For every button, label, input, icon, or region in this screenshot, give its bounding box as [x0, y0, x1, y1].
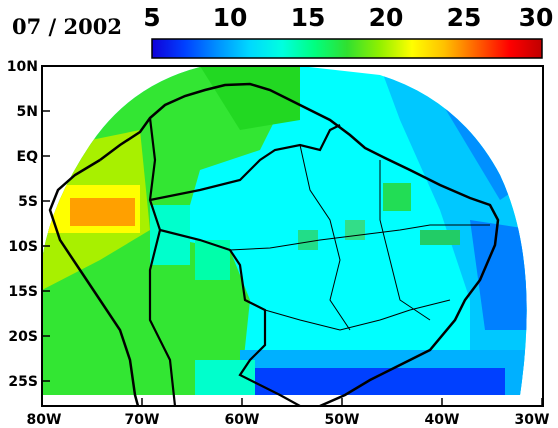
x-axis-label: 70W: [125, 412, 160, 428]
internal-border: [379, 160, 431, 321]
date-label: 07 / 2002: [12, 14, 122, 39]
field-region-blue-2: [470, 220, 527, 330]
field-cell: [298, 230, 318, 250]
field-cell: [420, 230, 460, 245]
field-region-green-2: [200, 66, 300, 130]
colorbar-tick-label: 5: [143, 3, 160, 32]
colorbar-tick-label: 25: [447, 3, 482, 32]
colorbar-tick-label: 30: [519, 3, 554, 32]
axis-ticks: [41, 65, 543, 406]
south-america-coastline: [99, 82, 500, 408]
x-axis-label: 80W: [27, 412, 62, 428]
colorbar-tick-label: 10: [213, 3, 248, 32]
x-axis-label: 40W: [425, 412, 460, 428]
x-axis-label: 60W: [225, 412, 260, 428]
map-frame: [41, 65, 544, 407]
brazil-west-border: [149, 124, 341, 202]
y-axis-label: 25S: [8, 374, 38, 390]
colorbar-tick-label: 20: [369, 3, 404, 32]
field-cell: [383, 183, 411, 211]
y-axis-label: 5S: [18, 194, 38, 210]
internal-border: [299, 144, 351, 331]
internal-border: [229, 224, 490, 251]
y-axis-label: 10N: [7, 59, 38, 75]
y-axis-label: 20S: [8, 329, 38, 345]
colorbar: 5 10 15 20 25 30: [143, 3, 554, 59]
y-axis-label: EQ: [17, 149, 39, 165]
field-patch-cyan: [195, 240, 230, 280]
x-axis-label: 30W: [515, 412, 550, 428]
coastlines-and-borders: [48, 82, 500, 408]
y-axis-label: 10S: [8, 239, 38, 255]
x-axis-label: 50W: [325, 412, 360, 428]
y-axis-label: 5N: [17, 104, 38, 120]
colorbar-bar: [151, 38, 543, 59]
west-coast: [48, 158, 140, 407]
colorbar-tick-label: 15: [291, 3, 326, 32]
internal-border: [264, 299, 451, 331]
y-axis-labels: 10N 5N EQ 5S 10S 15S 20S 25S: [7, 59, 38, 390]
y-axis-label: 15S: [8, 284, 38, 300]
field-hotspot-orange: [70, 198, 135, 226]
andes-border: [148, 117, 177, 407]
x-axis-labels: 80W 70W 60W 50W 40W 30W: [27, 412, 550, 428]
field-region-south-deep: [255, 368, 505, 395]
